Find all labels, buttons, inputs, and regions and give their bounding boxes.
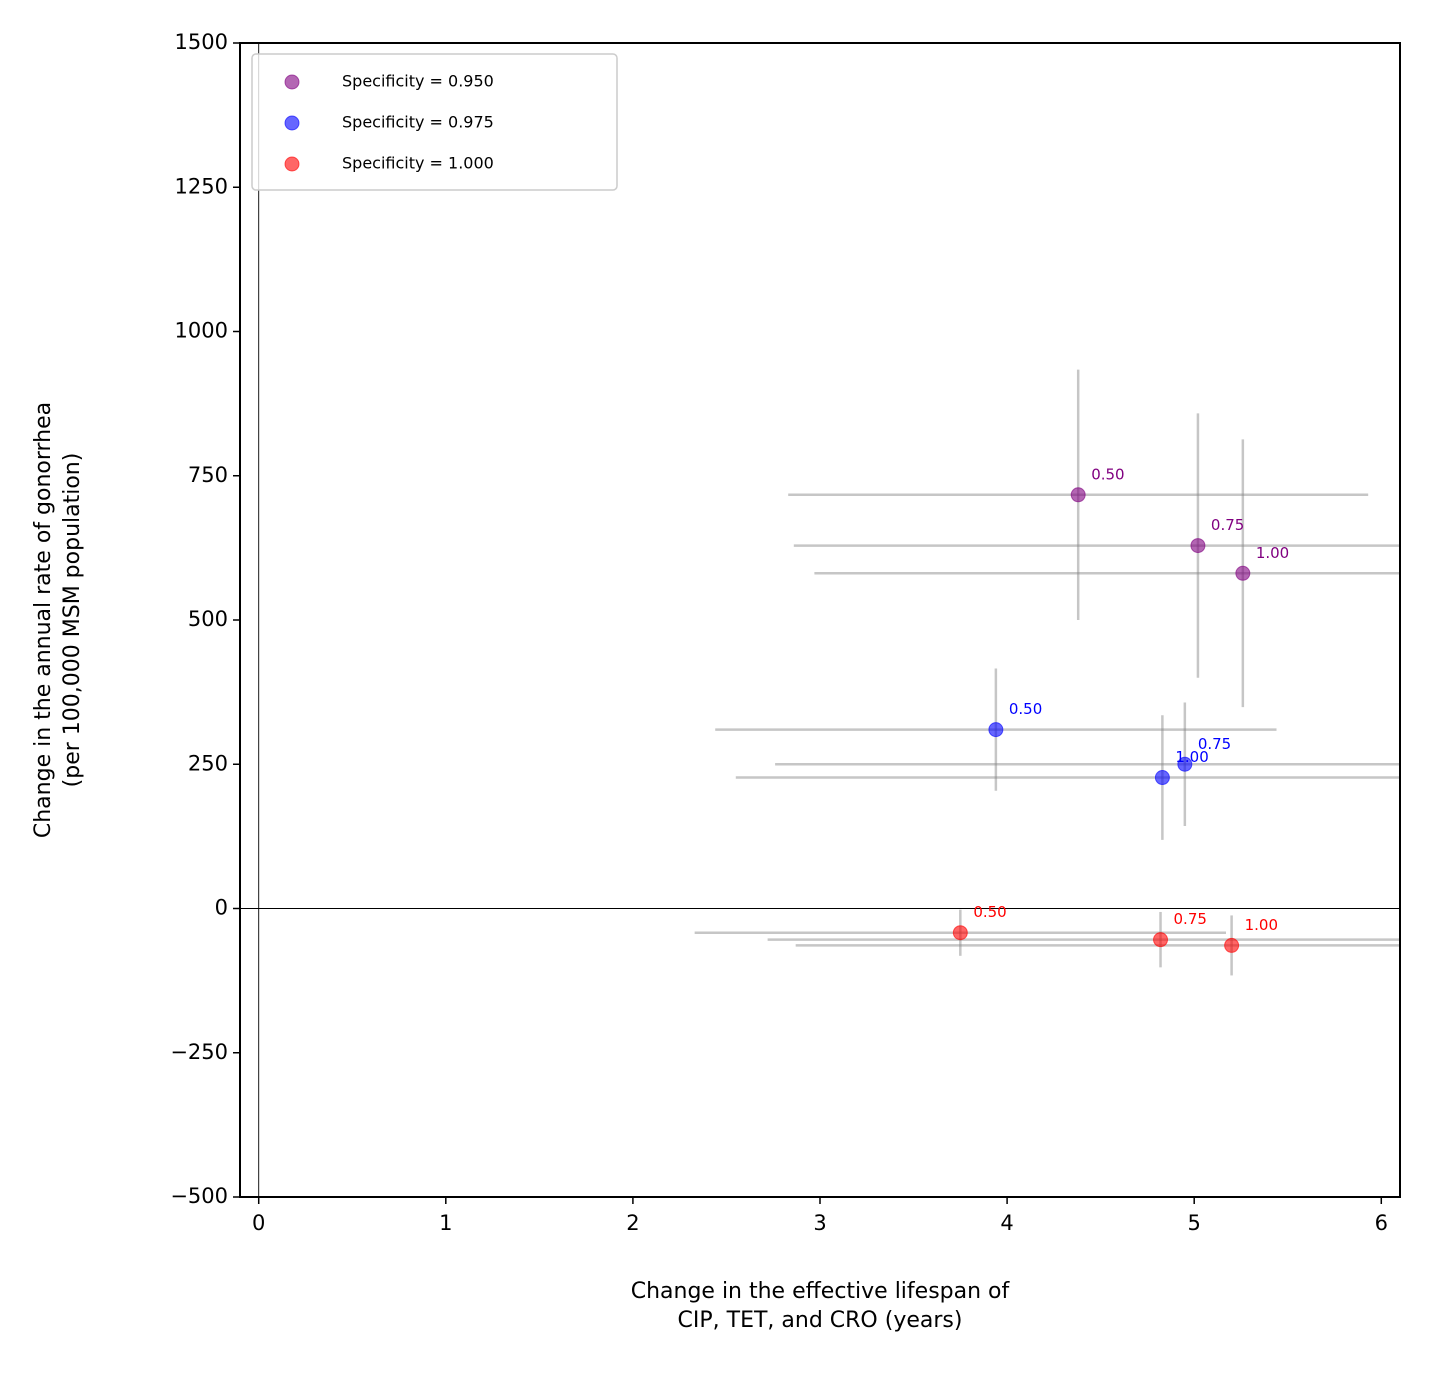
y-axis-label: Change in the annual rate of gonorrhea: [31, 402, 56, 838]
y-tick-label: −500: [170, 1184, 228, 1208]
point-label: 0.50: [1009, 700, 1042, 718]
y-tick-label: 500: [188, 607, 228, 631]
y-axis-label: (per 100,000 MSM population): [60, 453, 85, 788]
legend-marker: [284, 115, 300, 131]
legend-box: [251, 53, 618, 191]
point: [1153, 932, 1169, 948]
x-tick-label: 5: [1188, 1211, 1201, 1235]
point-label: 0.50: [973, 903, 1006, 921]
y-tick-label: 1500: [175, 30, 228, 54]
y-tick-label: 1250: [175, 174, 228, 198]
point: [988, 722, 1004, 738]
legend-label: Specificity = 0.975: [342, 113, 494, 132]
point: [1177, 756, 1193, 772]
point: [1224, 937, 1240, 953]
point: [1190, 538, 1206, 554]
legend-marker: [284, 156, 300, 172]
axes-frame: [239, 42, 1401, 1198]
x-tick-label: 6: [1375, 1211, 1388, 1235]
plot-area: 0.500.751.000.500.751.000.50 0.75 1.00: [240, 43, 1400, 1197]
legend-marker: [284, 74, 300, 90]
x-tick-label: 1: [439, 1211, 452, 1235]
point-label: 0.75: [1211, 516, 1244, 534]
point-label: 1.00: [1245, 916, 1278, 934]
y-tick-label: 1000: [175, 319, 228, 343]
x-tick-label: 0: [252, 1211, 265, 1235]
y-tick-label: −250: [170, 1040, 228, 1064]
point-label: 0.75: [1174, 910, 1207, 928]
x-axis-label: Change in the effective lifespan of: [631, 1279, 1011, 1304]
y-tick-label: 250: [188, 751, 228, 775]
point-label: 1.00: [1175, 748, 1208, 766]
point: [1235, 565, 1251, 581]
x-tick-label: 2: [626, 1211, 639, 1235]
y-tick-label: 750: [188, 463, 228, 487]
point: [1070, 487, 1086, 503]
x-tick-label: 3: [813, 1211, 826, 1235]
legend-label: Specificity = 1.000: [342, 154, 494, 173]
legend-label: Specificity = 0.950: [342, 72, 494, 91]
point-label: 1.00: [1256, 544, 1289, 562]
x-axis-label: CIP, TET, and CRO (years): [678, 1308, 963, 1333]
point: [1154, 770, 1170, 786]
y-tick-label: 0: [215, 896, 228, 920]
point-label: 0.50: [1091, 465, 1124, 483]
point: [952, 925, 968, 941]
x-tick-label: 4: [1000, 1211, 1013, 1235]
point-label: 0.75: [1198, 735, 1231, 753]
